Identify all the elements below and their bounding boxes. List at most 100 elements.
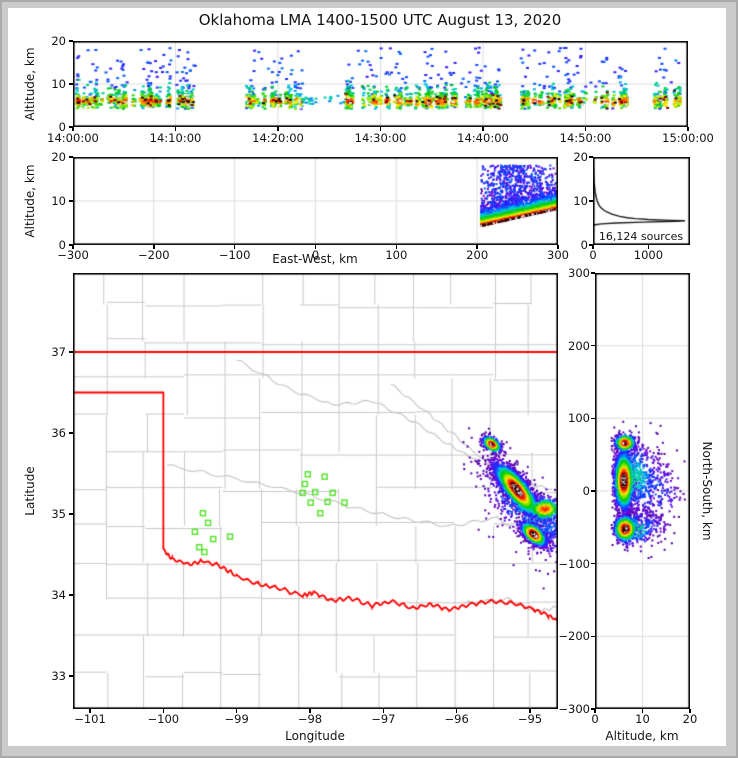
tick-mark	[309, 709, 311, 713]
altitude-histogram-panel	[593, 157, 690, 245]
tick-label: 20	[51, 34, 66, 48]
source-count-annotation: 16,124 sources	[598, 230, 684, 243]
tick-label: 10	[573, 194, 588, 208]
tick-mark	[69, 126, 73, 128]
tick-label: 300	[568, 266, 590, 280]
tick-label: 10	[635, 712, 650, 726]
tick-label: 0	[589, 248, 597, 262]
tick-mark	[69, 351, 73, 353]
tick-mark	[69, 156, 73, 158]
map-xlabel: Longitude	[285, 729, 345, 743]
tick-mark	[235, 709, 238, 713]
tick-mark	[591, 708, 595, 710]
tick-label: −95	[517, 712, 543, 726]
tick-label: −300	[57, 248, 89, 262]
tick-mark	[162, 709, 165, 713]
ew-height-xlabel: East-West, km	[272, 252, 358, 266]
tick-label: 1000	[633, 248, 664, 262]
tick-mark	[72, 245, 74, 249]
tick-label: −96	[444, 712, 469, 726]
tick-label: −300	[558, 702, 590, 716]
tick-label: 200	[568, 338, 590, 353]
eastwest-height-panel	[73, 157, 558, 245]
tick-mark	[591, 344, 595, 347]
figure-title: Oklahoma LMA 1400-1500 UTC August 13, 20…	[198, 11, 562, 29]
tick-label: 0	[591, 712, 599, 726]
tick-mark	[529, 709, 531, 713]
tick-label: 10	[51, 77, 66, 91]
tick-label: 14:40:00	[457, 131, 509, 145]
tick-mark	[589, 244, 593, 246]
tick-label: 200	[466, 248, 489, 262]
tick-label: 20	[573, 150, 588, 164]
tick-mark	[153, 245, 155, 249]
tick-label: −200	[558, 629, 590, 644]
tick-label: −200	[138, 248, 170, 262]
tick-label: 300	[547, 248, 569, 262]
tick-mark	[277, 127, 279, 131]
tick-mark	[592, 245, 594, 249]
tick-label: −100	[147, 712, 180, 726]
tick-label: 10	[51, 194, 66, 208]
tick-label: −100	[558, 556, 590, 571]
tick-mark	[591, 417, 595, 420]
tick-mark	[689, 709, 691, 713]
tick-label: −101	[74, 712, 106, 726]
tick-mark	[591, 272, 595, 274]
tick-mark	[69, 513, 73, 515]
northsouth-height-panel	[595, 273, 690, 709]
tick-mark	[69, 594, 73, 596]
ns-height-ylabel: North-South, km	[700, 441, 714, 541]
tick-label: 14:50:00	[559, 131, 612, 145]
tick-label: 0	[580, 238, 588, 252]
tick-label: 20	[51, 150, 66, 164]
tick-mark	[591, 635, 595, 638]
tick-mark	[557, 245, 559, 249]
time-height-panel	[73, 41, 688, 127]
tick-label: 34	[51, 587, 66, 602]
tick-label: 14:10:00	[149, 131, 202, 145]
tick-mark	[69, 40, 73, 42]
tick-label: 20	[682, 712, 698, 726]
tick-mark	[589, 200, 593, 202]
tick-label: 33	[51, 668, 66, 683]
tick-label: 14:20:00	[252, 131, 304, 145]
tick-mark	[69, 200, 73, 202]
tick-mark	[641, 709, 644, 713]
tick-mark	[687, 127, 689, 131]
tick-mark	[69, 244, 73, 246]
tick-label: 36	[51, 425, 66, 440]
tick-mark	[455, 709, 458, 713]
tick-label: 15:00:00	[662, 131, 714, 145]
tick-label: −99	[224, 712, 249, 726]
tick-mark	[69, 432, 73, 434]
plan-view-map-panel	[73, 273, 558, 709]
tick-label: −97	[371, 712, 396, 726]
tick-label: 35	[51, 506, 66, 521]
tick-mark	[72, 127, 74, 131]
tick-mark	[69, 83, 73, 85]
tick-mark	[69, 675, 73, 677]
tick-label: −100	[218, 248, 251, 262]
tick-mark	[314, 245, 317, 249]
tick-mark	[233, 245, 236, 249]
tick-label: 14:30:00	[354, 131, 407, 145]
tick-label: 100	[385, 248, 408, 262]
tick-mark	[482, 127, 484, 131]
tick-label: 14:00:00	[47, 131, 99, 145]
tick-mark	[395, 245, 398, 249]
ns-height-xlabel: Altitude, km	[605, 729, 679, 743]
tick-label: 0	[58, 120, 66, 134]
tick-label: 37	[51, 344, 66, 359]
tick-label: 0	[58, 238, 66, 252]
tick-mark	[584, 127, 587, 131]
tick-label: 0	[582, 484, 590, 498]
tick-mark	[647, 245, 650, 249]
tick-mark	[476, 245, 478, 249]
tick-mark	[594, 709, 596, 713]
tick-mark	[589, 156, 593, 158]
tick-mark	[591, 490, 595, 492]
tick-mark	[89, 709, 91, 713]
tick-mark	[382, 709, 385, 713]
